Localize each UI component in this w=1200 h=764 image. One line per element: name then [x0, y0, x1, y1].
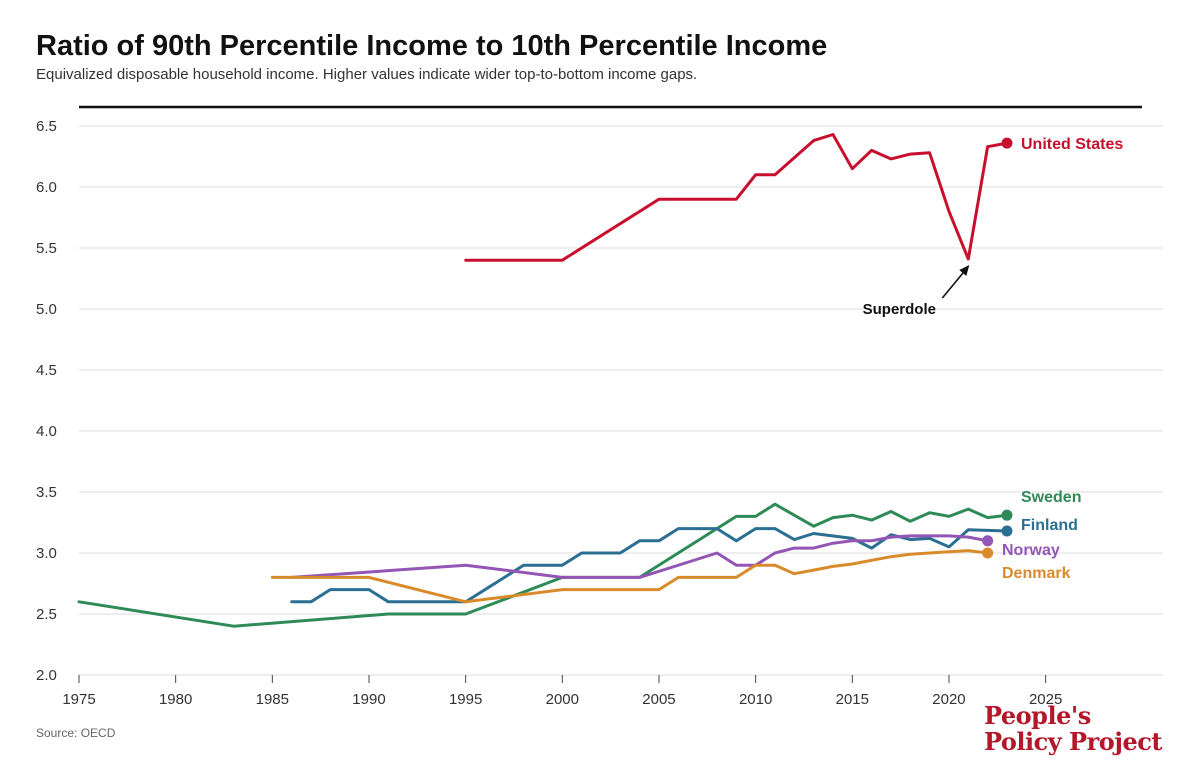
y-tick-label: 5.5	[36, 240, 57, 257]
series-endpoint-norway	[982, 535, 994, 547]
brand-logo: People's Policy Project	[984, 703, 1162, 755]
series-label-sweden: Sweden	[1021, 489, 1081, 506]
annotation-label: Superdole	[863, 301, 936, 318]
series-line-sweden	[77, 502, 1009, 628]
y-tick-label: 2.5	[36, 606, 57, 623]
y-tick-label: 2.0	[36, 667, 57, 684]
series-line-denmark	[270, 549, 990, 604]
series-label-finland: Finland	[1021, 517, 1078, 534]
y-tick-label: 4.5	[36, 362, 57, 379]
series-line-norway	[290, 534, 990, 579]
x-tick-label: 1990	[352, 691, 385, 708]
series-line-united-states	[464, 133, 1009, 262]
x-tick-label: 2025	[1029, 691, 1062, 708]
annotation-arrow-line	[941, 268, 967, 299]
chart-subtitle: Equivalized disposable household income.…	[36, 66, 698, 83]
series-endpoint-united-states	[1001, 137, 1013, 149]
annotation: Superdole	[863, 264, 970, 318]
series-endpoint-denmark	[982, 547, 994, 559]
x-tick-label: 1980	[159, 691, 192, 708]
series-endpoint-sweden	[1001, 509, 1013, 521]
annotation-arrowhead	[959, 264, 970, 276]
x-tick-label: 2020	[932, 691, 965, 708]
y-tick-label: 3.5	[36, 484, 57, 501]
source-note: Source: OECD	[36, 726, 116, 740]
series-endpoint-finland	[1001, 525, 1013, 537]
series-label-norway: Norway	[1002, 542, 1060, 559]
series-line-finland	[290, 527, 1009, 604]
series-labels: United States Sweden Finland Norway Denmark	[1002, 136, 1123, 582]
series-label-united-states: United States	[1021, 136, 1123, 153]
x-tick-label: 1985	[256, 691, 289, 708]
y-tick-label: 3.0	[36, 545, 57, 562]
logo-line-2: Policy Project	[984, 727, 1162, 756]
y-tick-label: 5.0	[36, 301, 57, 318]
y-tick-label: 4.0	[36, 423, 57, 440]
axis-ticks: 2.0 2.5 3.0 3.5 4.0 4.5 5.0 5.5 6.0 6.5 1975 1980 19…	[36, 118, 1062, 708]
series-label-denmark: Denmark	[1002, 565, 1071, 582]
logo-line-1: People's	[984, 701, 1091, 730]
y-tick-label: 6.0	[36, 179, 57, 196]
y-tick-label: 6.5	[36, 118, 57, 135]
x-tick-label: 1975	[62, 691, 95, 708]
x-tick-label: 2000	[546, 691, 579, 708]
x-tick-label: 2010	[739, 691, 772, 708]
chart-title: Ratio of 90th Percentile Income to 10th …	[36, 30, 828, 62]
x-tick-label: 2015	[836, 691, 869, 708]
x-tick-label: 2005	[642, 691, 675, 708]
series-lines	[77, 133, 1013, 628]
gridlines	[79, 125, 1163, 676]
x-tick-label: 1995	[449, 691, 482, 708]
